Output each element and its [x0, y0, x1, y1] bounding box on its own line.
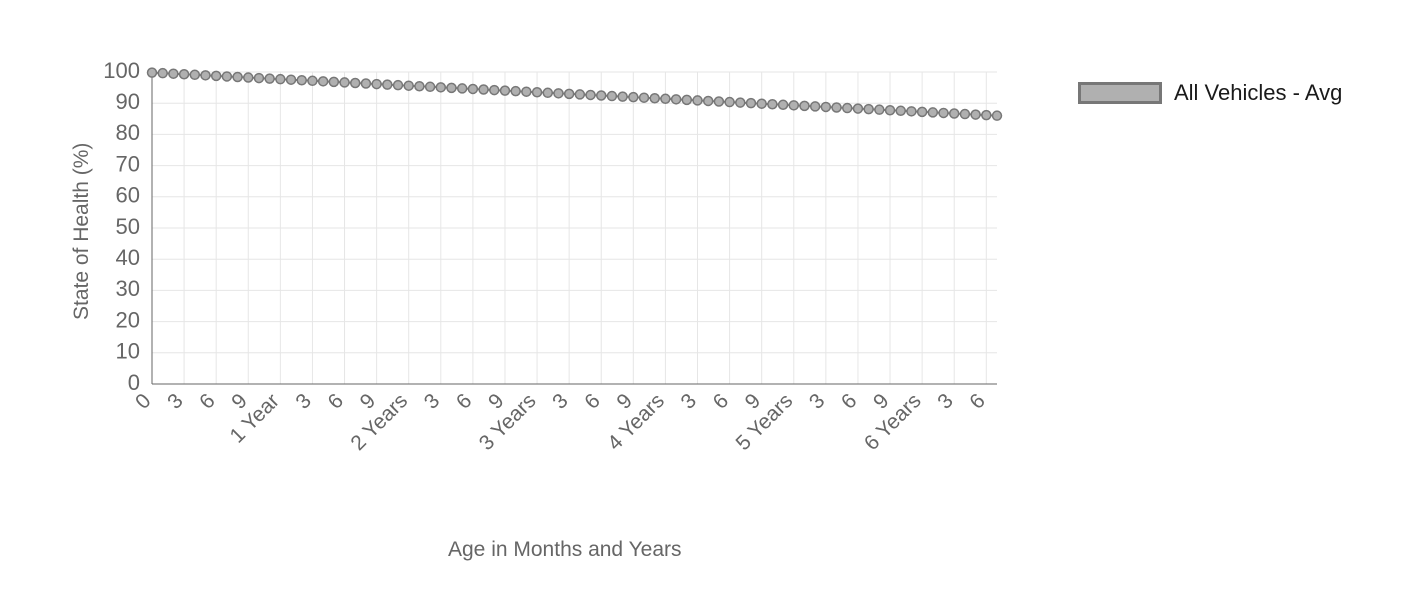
svg-text:60: 60 [116, 183, 140, 208]
svg-text:100: 100 [103, 58, 140, 83]
svg-text:90: 90 [116, 89, 140, 114]
svg-text:20: 20 [116, 307, 140, 332]
svg-text:70: 70 [116, 151, 140, 176]
svg-text:10: 10 [116, 339, 140, 364]
svg-text:80: 80 [116, 120, 140, 145]
chart-legend: All Vehicles - Avg [1078, 80, 1342, 106]
svg-text:40: 40 [116, 245, 140, 270]
legend-swatch [1078, 82, 1162, 104]
legend-series-label: All Vehicles - Avg [1174, 80, 1342, 106]
svg-text:30: 30 [116, 276, 140, 301]
x-axis-label: Age in Months and Years [448, 538, 682, 562]
y-axis-label: State of Health (%) [70, 143, 94, 320]
svg-text:50: 50 [116, 214, 140, 239]
